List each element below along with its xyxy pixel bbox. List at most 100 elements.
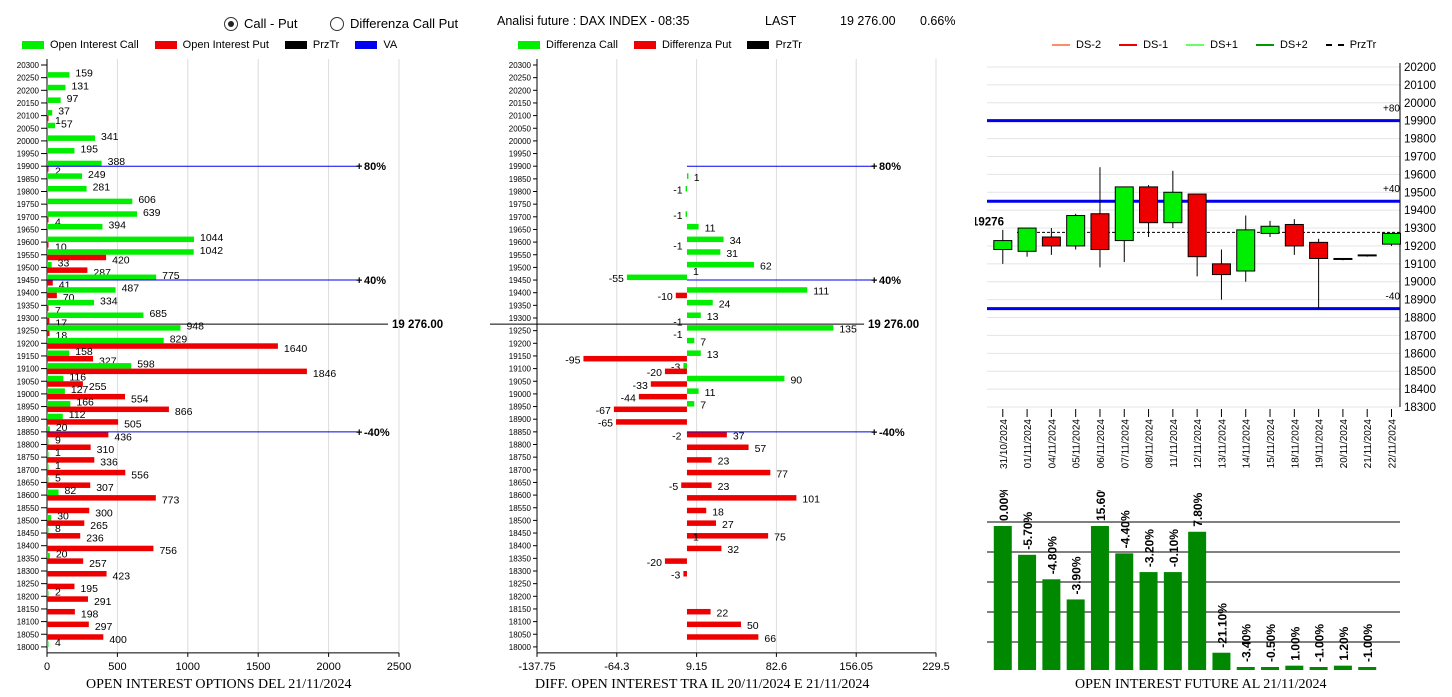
date-label: 13/11/2024 — [1217, 419, 1228, 469]
call-value-label: 131 — [71, 80, 89, 92]
legend-item: DS+1 — [1186, 39, 1238, 51]
call-diff-bar — [686, 388, 699, 394]
strike-label: 19400 — [17, 289, 40, 298]
call-bar — [47, 97, 61, 103]
future-pct-chart: 0.00% -5.70% -4.80% -3.90% 15.60% -4.40% -3.20… — [987, 490, 1400, 670]
put-bar — [47, 368, 307, 375]
put-value-label: 423 — [113, 571, 131, 583]
call-value-label: 4 — [55, 637, 61, 649]
legend-label: PrzTr — [312, 39, 340, 51]
diff-value-label: 22 — [717, 607, 729, 619]
candle-body — [1066, 215, 1086, 247]
call-value-label: 1042 — [200, 245, 224, 257]
strike-label: 18950 — [17, 403, 40, 412]
put-bar — [47, 254, 107, 261]
diff-value-label: 13 — [707, 311, 719, 323]
call-bar — [47, 186, 87, 192]
y-tick-label: 19000 — [1404, 277, 1436, 289]
put-value-label: 291 — [94, 596, 112, 608]
legend-label: DS+1 — [1210, 39, 1238, 51]
legend-line — [1119, 44, 1138, 46]
strike-label: 20000 — [17, 137, 40, 146]
diff-value-label: 66 — [764, 633, 776, 645]
call-bar — [47, 261, 52, 268]
pct-bar — [1163, 572, 1182, 670]
legend-item: DS-2 — [1052, 39, 1101, 51]
put-bar — [47, 583, 75, 590]
call-diff-bar — [686, 249, 721, 255]
last-price-label: 19 276.00 — [392, 319, 443, 331]
put-diff-bar — [686, 431, 727, 438]
va-label: + — [871, 275, 877, 287]
call-bar — [47, 160, 102, 167]
date-label: 11/11/2024 — [1169, 419, 1180, 468]
legend-swatch — [154, 41, 177, 49]
call-bar — [47, 388, 65, 394]
call-value-label: 606 — [138, 194, 156, 206]
legend-swatch — [747, 41, 770, 49]
call-bar — [47, 337, 164, 344]
put-diff-bar — [686, 520, 716, 526]
put-value-label: 255 — [89, 381, 107, 393]
call-bar — [47, 325, 181, 331]
strike-label: 20200 — [17, 86, 40, 95]
strike-label: 18800 — [509, 441, 532, 450]
date-label: 31/10/2024 — [999, 419, 1010, 469]
x-tick-label: 2000 — [316, 661, 340, 673]
put-value-label: 310 — [97, 444, 115, 456]
radio-differenza[interactable]: Differenza Call Put — [330, 16, 458, 31]
legend-label: DS+2 — [1279, 39, 1308, 51]
legend-label: PrzTr — [1349, 39, 1377, 51]
y-tick-label: 19800 — [1404, 134, 1436, 146]
date-label: 06/11/2024 — [1096, 419, 1107, 469]
candle-body — [1041, 236, 1061, 247]
call-bar — [47, 274, 157, 281]
put-diff-bar — [686, 444, 749, 450]
strike-label: 19750 — [509, 200, 532, 209]
candle-body — [1381, 232, 1401, 245]
strike-label: 18200 — [17, 592, 40, 601]
strike-label: 18400 — [17, 542, 40, 551]
call-bar — [47, 223, 103, 230]
diff-value-label: 24 — [719, 298, 731, 310]
legend-item: PrzTr — [284, 39, 340, 51]
radio-call-put[interactable]: Call - Put — [224, 16, 297, 31]
strike-label: 19100 — [509, 365, 532, 374]
put-bar — [47, 419, 119, 425]
legend-label: DS-2 — [1076, 39, 1102, 51]
legend-item: DS+2 — [1255, 39, 1308, 51]
strike-label: 18450 — [509, 529, 532, 538]
diff-value-label: -55 — [609, 273, 624, 285]
x-tick-label: 500 — [108, 661, 126, 673]
strike-label: 18900 — [509, 415, 532, 424]
diff-value-label: 32 — [727, 544, 739, 556]
call-diff-bar — [626, 274, 687, 281]
put-bar — [47, 608, 75, 615]
strike-label: 20150 — [17, 99, 40, 108]
diff-value-label: 62 — [760, 260, 772, 272]
put-diff-bar — [675, 292, 687, 299]
strike-label: 19250 — [17, 327, 40, 336]
strike-label: 19700 — [509, 213, 532, 222]
put-value-label: 336 — [100, 457, 118, 469]
strike-label: 19550 — [17, 251, 40, 260]
strike-label: 19350 — [17, 301, 40, 310]
call-value-label: 158 — [75, 346, 93, 358]
put-value-label: 7 — [55, 305, 61, 317]
candle-body — [1139, 186, 1159, 224]
put-value-label: 420 — [112, 254, 130, 266]
pct-bar — [1212, 652, 1231, 670]
strike-label: 19650 — [509, 225, 532, 234]
call-bar — [47, 439, 49, 445]
pct-bar — [1139, 572, 1158, 670]
call-value-label: 33 — [58, 257, 70, 269]
strike-label: 18800 — [17, 441, 40, 450]
x-tick-label: 229.5 — [922, 661, 950, 673]
put-diff-bar — [686, 621, 741, 628]
strike-label: 20050 — [509, 124, 532, 133]
call-bar — [47, 476, 49, 483]
strike-label: 18300 — [509, 567, 532, 576]
pct-bar — [1066, 599, 1085, 670]
diff-value-label: -65 — [598, 418, 613, 430]
radio-unselected-icon — [330, 16, 344, 31]
